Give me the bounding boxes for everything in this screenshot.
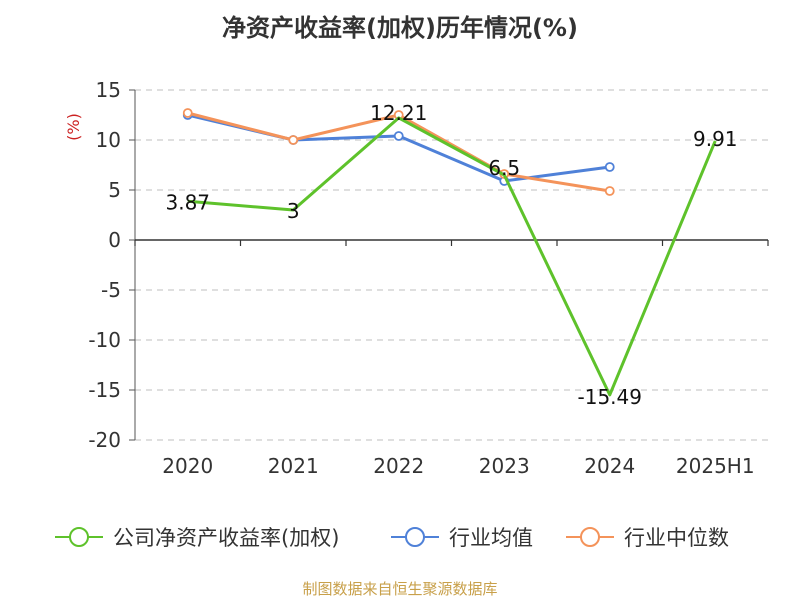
data-label: 6.5 (488, 156, 520, 180)
data-point (182, 108, 193, 118)
data-label: -15.49 (578, 385, 642, 409)
chart-title: 净资产收益率(加权)历年情况(%) (222, 14, 578, 42)
data-point (393, 131, 404, 141)
x-tick-label: 2024 (584, 454, 635, 478)
y-axis-title: (%) (64, 113, 83, 141)
legend-label: 行业中位数 (624, 526, 729, 550)
y-tick-label: -15 (88, 378, 121, 402)
data-point (604, 186, 615, 196)
y-tick-label: 5 (108, 178, 121, 202)
x-tick-label: 2020 (162, 454, 213, 478)
y-tick-label: -10 (88, 328, 121, 352)
y-tick-label: 0 (108, 228, 121, 252)
data-label: 3.87 (165, 190, 210, 214)
data-point (604, 162, 615, 172)
x-tick-label: 2022 (373, 454, 424, 478)
data-point (288, 135, 299, 145)
y-tick-label: -20 (88, 428, 121, 452)
series-line (187, 116, 717, 397)
y-tick-label: -5 (101, 278, 121, 302)
x-tick-label: 2023 (479, 454, 530, 478)
x-tick-label: 2021 (268, 454, 319, 478)
y-tick-label: 15 (96, 78, 121, 102)
legend-marker (405, 527, 425, 547)
y-tick-label: 10 (96, 128, 121, 152)
x-tick-label: 2025H1 (676, 454, 755, 478)
legend-label: 公司净资产收益率(加权) (113, 526, 339, 550)
data-label: 3 (287, 199, 300, 223)
legend-marker (580, 527, 600, 547)
data-label: 12.21 (370, 101, 427, 125)
legend-marker (69, 527, 89, 547)
legend-label: 行业均值 (449, 526, 533, 550)
data-label: 9.91 (693, 127, 738, 151)
data-source-note: 制图数据来自恒生聚源数据库 (302, 580, 498, 598)
